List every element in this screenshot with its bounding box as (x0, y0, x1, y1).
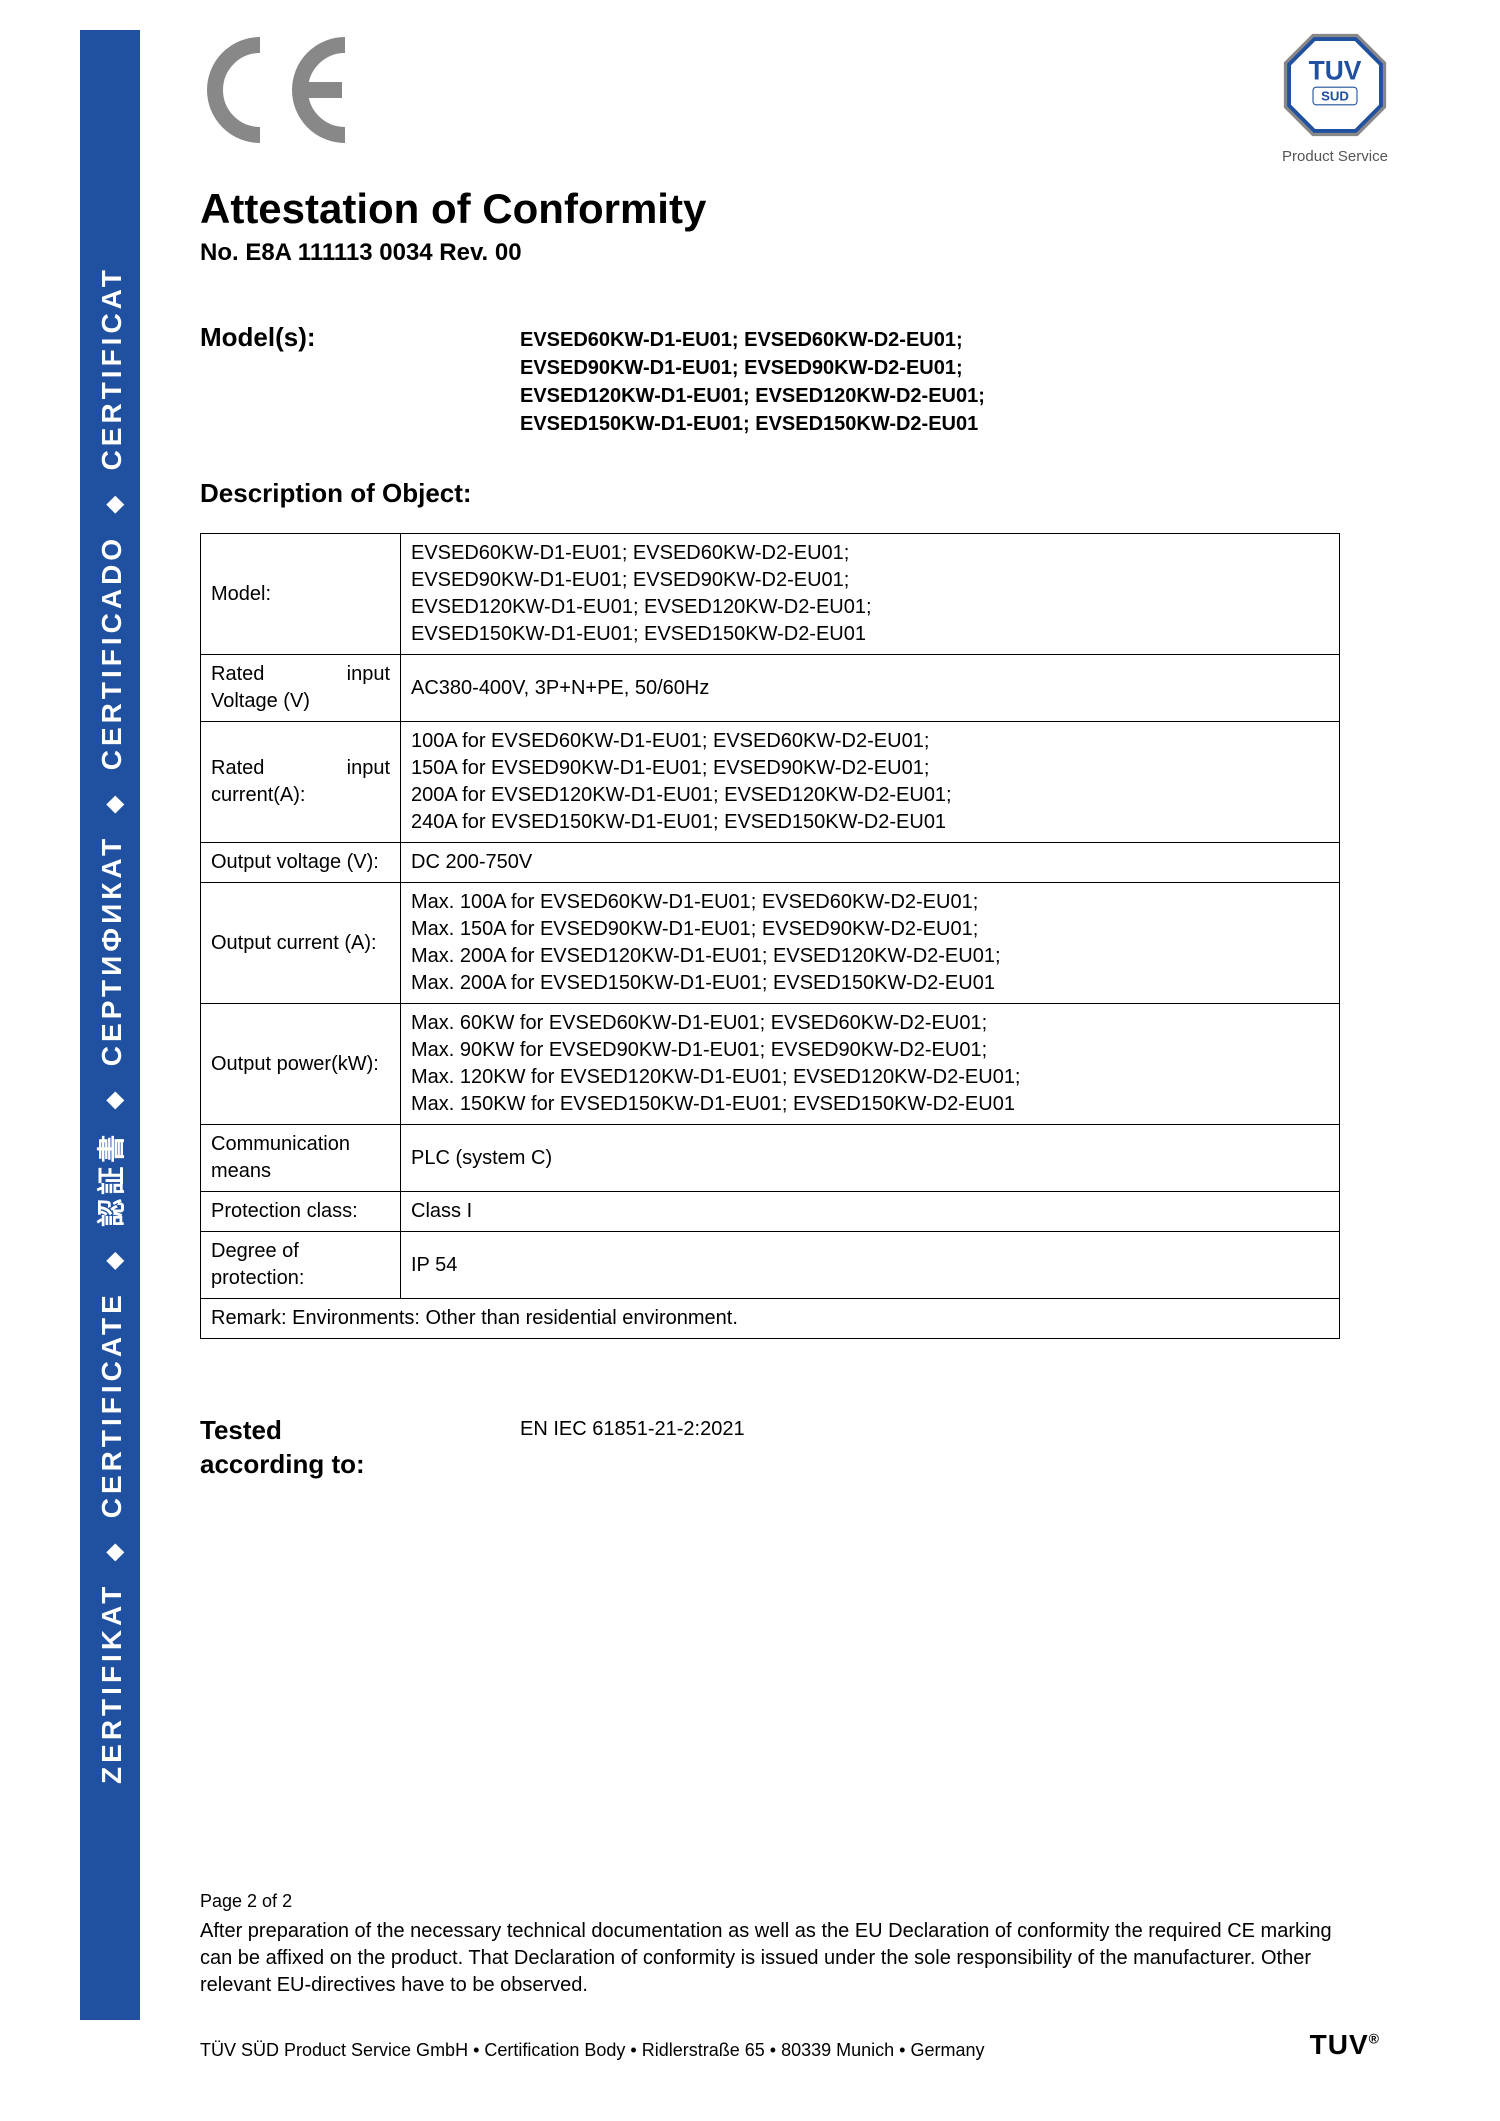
table-label-cell: Model: (201, 534, 401, 655)
table-value-cell: Class I (401, 1192, 1340, 1232)
main-content: TUV SUD Product Service Attestation of C… (200, 30, 1420, 1522)
header-row: TUV SUD Product Service (200, 30, 1420, 165)
svg-text:TUV: TUV (1309, 56, 1362, 86)
certificate-number: No. E8A 111113 0034 Rev. 00 (200, 239, 1420, 267)
tested-section: Testedaccording to: EN IEC 61851-21-2:20… (200, 1414, 1420, 1482)
tuv-trademark: TUV® (1310, 2029, 1380, 2061)
document-title: Attestation of Conformity (200, 185, 1420, 233)
table-label-cell: Communication means (201, 1125, 401, 1192)
table-value-cell: PLC (system C) (401, 1125, 1340, 1192)
ce-mark (200, 30, 380, 155)
models-label: Model(s): (200, 322, 520, 438)
table-row: Communication meansPLC (system C) (201, 1125, 1340, 1192)
footer-disclaimer: After preparation of the necessary techn… (200, 1918, 1340, 1999)
table-value-cell: AC380-400V, 3P+N+PE, 50/60Hz (401, 655, 1340, 722)
footer-bottom: TÜV SÜD Product Service GmbH • Certifica… (200, 2029, 1380, 2061)
tuv-product-service-label: Product Service (1280, 148, 1390, 165)
table-row: Output voltage (V):DC 200-750V (201, 843, 1340, 883)
table-value-cell: 100A for EVSED60KW-D1-EU01; EVSED60KW-D2… (401, 722, 1340, 843)
table-row: Degree of protection:IP 54 (201, 1232, 1340, 1299)
description-heading: Description of Object: (200, 478, 1420, 509)
table-label-cell: Degree of protection: (201, 1232, 401, 1299)
table-remark-cell: Remark: Environments: Other than residen… (201, 1299, 1340, 1339)
table-row: Ratedinputcurrent(A):100A for EVSED60KW-… (201, 722, 1340, 843)
table-label-cell: Output current (A): (201, 883, 401, 1004)
page-number: Page 2 of 2 (200, 1891, 1420, 1912)
sidebar-banner: ZERTIFIKAT ◆ CERTIFICATE ◆ 認証書 ◆ СЕРТИФИ… (80, 30, 140, 2020)
table-label-cell: Output voltage (V): (201, 843, 401, 883)
tested-value: EN IEC 61851-21-2:2021 (520, 1414, 745, 1482)
table-row: Model:EVSED60KW-D1-EU01; EVSED60KW-D2-EU… (201, 534, 1340, 655)
table-label-cell: Ratedinputcurrent(A): (201, 722, 401, 843)
table-row: Output power(kW):Max. 60KW for EVSED60KW… (201, 1004, 1340, 1125)
table-remark-row: Remark: Environments: Other than residen… (201, 1299, 1340, 1339)
table-label-cell: Output power(kW): (201, 1004, 401, 1125)
tuv-logo: TUV SUD Product Service (1280, 30, 1420, 165)
table-label-cell: RatedinputVoltage (V) (201, 655, 401, 722)
models-value: EVSED60KW-D1-EU01; EVSED60KW-D2-EU01;EVS… (520, 322, 985, 438)
sidebar-text: ZERTIFIKAT ◆ CERTIFICATE ◆ 認証書 ◆ СЕРТИФИ… (90, 266, 130, 1784)
tuv-octagon-icon: TUV SUD (1280, 30, 1390, 140)
models-section: Model(s): EVSED60KW-D1-EU01; EVSED60KW-D… (200, 322, 1420, 438)
table-row: RatedinputVoltage (V)AC380-400V, 3P+N+PE… (201, 655, 1340, 722)
table-value-cell: EVSED60KW-D1-EU01; EVSED60KW-D2-EU01;EVS… (401, 534, 1340, 655)
table-value-cell: IP 54 (401, 1232, 1340, 1299)
footer: Page 2 of 2 After preparation of the nec… (200, 1891, 1420, 2061)
table-value-cell: DC 200-750V (401, 843, 1340, 883)
table-row: Output current (A):Max. 100A for EVSED60… (201, 883, 1340, 1004)
svg-text:SUD: SUD (1321, 88, 1349, 103)
footer-address: TÜV SÜD Product Service GmbH • Certifica… (200, 2040, 985, 2061)
table-row: Protection class:Class I (201, 1192, 1340, 1232)
table-value-cell: Max. 60KW for EVSED60KW-D1-EU01; EVSED60… (401, 1004, 1340, 1125)
table-label-cell: Protection class: (201, 1192, 401, 1232)
table-value-cell: Max. 100A for EVSED60KW-D1-EU01; EVSED60… (401, 883, 1340, 1004)
tested-label: Testedaccording to: (200, 1414, 520, 1482)
spec-table: Model:EVSED60KW-D1-EU01; EVSED60KW-D2-EU… (200, 533, 1340, 1339)
